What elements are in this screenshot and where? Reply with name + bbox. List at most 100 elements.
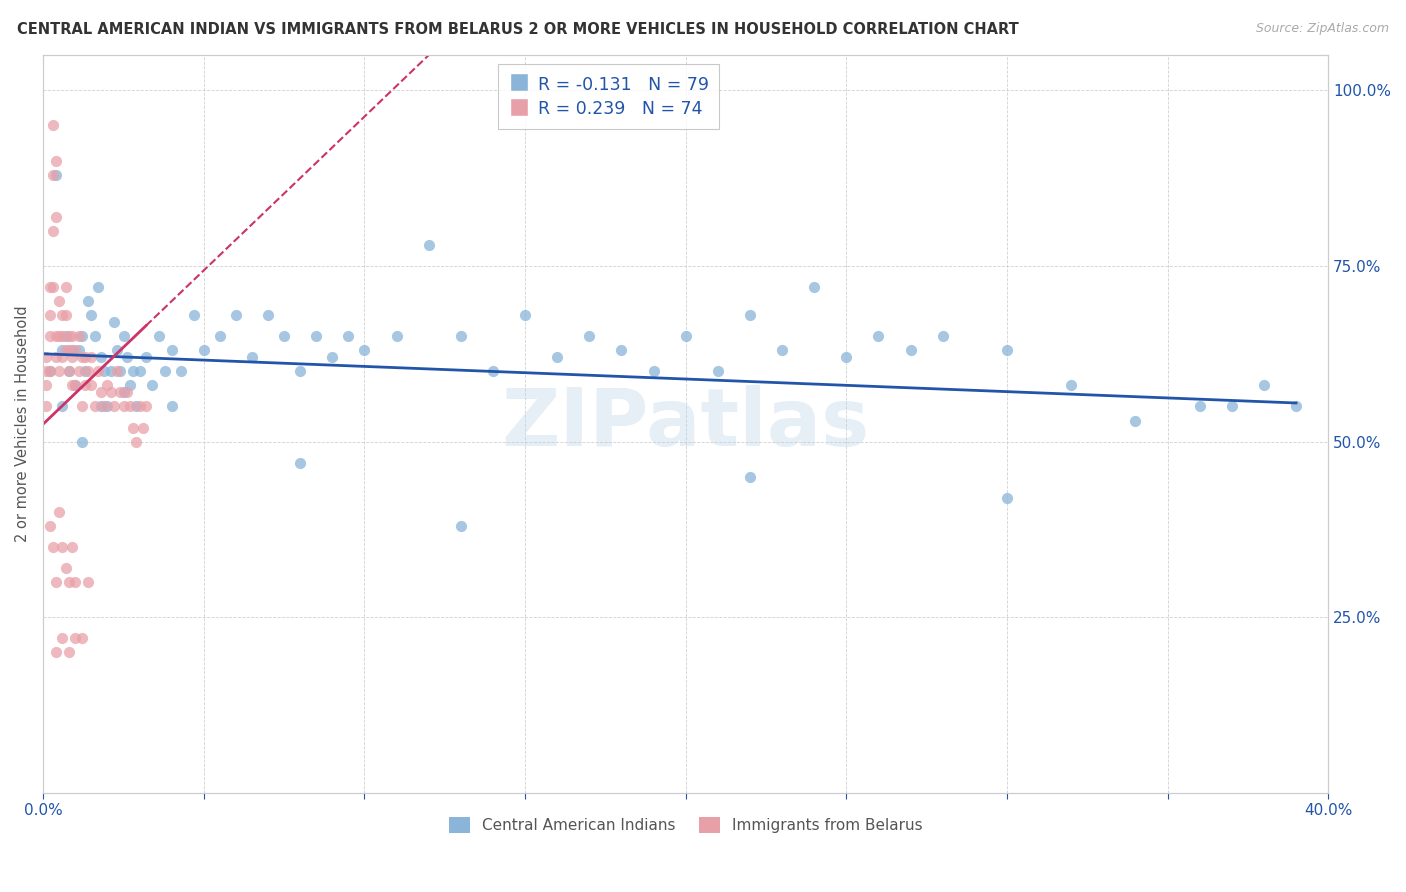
Point bbox=[45, 645, 67, 659]
Point bbox=[42, 119, 65, 133]
Point bbox=[93, 364, 115, 378]
Point bbox=[51, 540, 73, 554]
Point bbox=[83, 400, 105, 414]
Point bbox=[155, 364, 177, 378]
Point bbox=[290, 364, 312, 378]
Point bbox=[45, 329, 67, 343]
Point bbox=[67, 329, 90, 343]
Point bbox=[450, 329, 472, 343]
Point bbox=[273, 329, 295, 343]
Point bbox=[546, 351, 568, 365]
Point bbox=[70, 434, 93, 449]
Text: Source: ZipAtlas.com: Source: ZipAtlas.com bbox=[1256, 22, 1389, 36]
Point bbox=[100, 364, 122, 378]
Point bbox=[42, 540, 65, 554]
Point bbox=[60, 343, 83, 358]
Point bbox=[183, 308, 205, 322]
Point bbox=[90, 400, 112, 414]
Point bbox=[55, 329, 77, 343]
Point bbox=[51, 351, 73, 365]
Point bbox=[125, 400, 148, 414]
Point bbox=[45, 351, 67, 365]
Point bbox=[58, 364, 80, 378]
Point bbox=[65, 343, 87, 358]
Point bbox=[65, 378, 87, 392]
Point bbox=[51, 343, 73, 358]
Point bbox=[73, 378, 96, 392]
Point bbox=[160, 400, 183, 414]
Point bbox=[67, 364, 90, 378]
Point bbox=[1060, 378, 1083, 392]
Point bbox=[73, 351, 96, 365]
Point bbox=[45, 153, 67, 168]
Point bbox=[70, 632, 93, 646]
Point bbox=[337, 329, 360, 343]
Point bbox=[80, 308, 103, 322]
Point bbox=[105, 364, 128, 378]
Point bbox=[58, 343, 80, 358]
Point bbox=[48, 329, 70, 343]
Point bbox=[93, 400, 115, 414]
Point bbox=[115, 351, 138, 365]
Point bbox=[931, 329, 953, 343]
Point bbox=[105, 343, 128, 358]
Point bbox=[42, 168, 65, 182]
Point bbox=[58, 329, 80, 343]
Point bbox=[643, 364, 665, 378]
Point bbox=[38, 364, 60, 378]
Point bbox=[482, 364, 505, 378]
Text: ZIPatlas: ZIPatlas bbox=[502, 385, 870, 463]
Point bbox=[60, 351, 83, 365]
Point bbox=[128, 400, 150, 414]
Point bbox=[48, 294, 70, 309]
Point bbox=[55, 343, 77, 358]
Point bbox=[38, 329, 60, 343]
Point bbox=[112, 400, 135, 414]
Point bbox=[738, 308, 761, 322]
Point bbox=[38, 280, 60, 294]
Point bbox=[110, 364, 132, 378]
Point bbox=[77, 294, 100, 309]
Point bbox=[73, 364, 96, 378]
Point bbox=[70, 351, 93, 365]
Point bbox=[35, 378, 58, 392]
Point bbox=[58, 364, 80, 378]
Point bbox=[1125, 413, 1147, 427]
Point bbox=[55, 280, 77, 294]
Point bbox=[675, 329, 697, 343]
Point bbox=[868, 329, 890, 343]
Point bbox=[122, 420, 145, 434]
Point bbox=[257, 308, 280, 322]
Point bbox=[35, 364, 58, 378]
Point bbox=[60, 540, 83, 554]
Point bbox=[51, 308, 73, 322]
Point bbox=[48, 364, 70, 378]
Point bbox=[578, 329, 600, 343]
Point bbox=[42, 280, 65, 294]
Legend: Central American Indians, Immigrants from Belarus: Central American Indians, Immigrants fro… bbox=[441, 809, 931, 840]
Point bbox=[90, 351, 112, 365]
Point bbox=[1253, 378, 1275, 392]
Point bbox=[707, 364, 730, 378]
Point bbox=[45, 575, 67, 590]
Point bbox=[51, 400, 73, 414]
Point bbox=[58, 575, 80, 590]
Point bbox=[80, 378, 103, 392]
Point bbox=[45, 210, 67, 224]
Point bbox=[80, 351, 103, 365]
Point bbox=[96, 400, 118, 414]
Point bbox=[1220, 400, 1243, 414]
Point bbox=[67, 343, 90, 358]
Point bbox=[38, 519, 60, 533]
Point bbox=[135, 351, 157, 365]
Point bbox=[65, 575, 87, 590]
Point bbox=[65, 632, 87, 646]
Point bbox=[87, 280, 110, 294]
Point bbox=[48, 505, 70, 519]
Point bbox=[148, 329, 170, 343]
Y-axis label: 2 or more Vehicles in Household: 2 or more Vehicles in Household bbox=[15, 306, 30, 542]
Point bbox=[60, 378, 83, 392]
Point bbox=[610, 343, 633, 358]
Point bbox=[118, 400, 141, 414]
Point bbox=[100, 385, 122, 400]
